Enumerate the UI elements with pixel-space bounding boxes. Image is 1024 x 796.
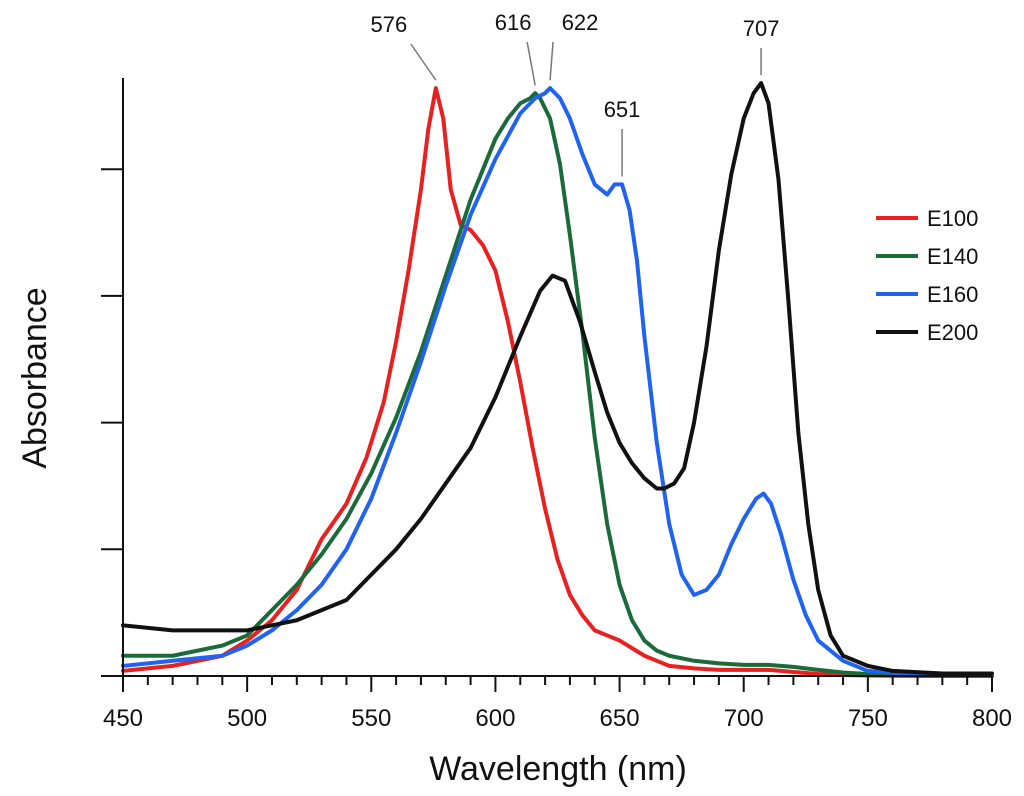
peak-label-616: 616 (495, 10, 532, 35)
x-tick-label: 750 (848, 705, 888, 732)
x-axis-ticks (122, 676, 993, 692)
x-tick-label: 550 (351, 705, 391, 732)
series-line-e160 (121, 86, 994, 678)
legend-label-e200: E200 (927, 320, 978, 345)
x-tick-label: 800 (972, 705, 1012, 732)
y-axis-ticks (101, 168, 123, 677)
peak-label-622: 622 (562, 10, 599, 35)
x-tick-label: 450 (103, 705, 143, 732)
x-tick-label: 500 (227, 705, 267, 732)
peak-leader-line (526, 41, 536, 86)
x-tick-label: 600 (475, 705, 515, 732)
series-line-e140 (121, 91, 994, 678)
series-line-e100 (121, 86, 994, 678)
peak-label-707: 707 (743, 16, 780, 41)
legend-label-e100: E100 (927, 206, 978, 231)
peak-annotations: 576 616 622 651 707 (370, 10, 780, 177)
peak-label-576: 576 (370, 12, 407, 37)
peak-leader-line (410, 43, 437, 81)
peak-leader-line (549, 41, 554, 81)
series-line-e200 (121, 81, 994, 676)
legend-label-e140: E140 (927, 244, 978, 269)
x-axis-title: Wavelength (nm) (429, 750, 687, 788)
legend: E100 E140 E160 E200 (876, 206, 978, 345)
series-lines (121, 81, 994, 678)
x-tick-label: 650 (600, 705, 640, 732)
peak-label-651: 651 (604, 97, 641, 122)
x-tick-label: 700 (724, 705, 764, 732)
legend-label-e160: E160 (927, 282, 978, 307)
y-axis-title: Absorbance (16, 287, 54, 468)
x-axis-tick-labels: 450 500 550 600 650 700 750 800 (103, 705, 1012, 732)
